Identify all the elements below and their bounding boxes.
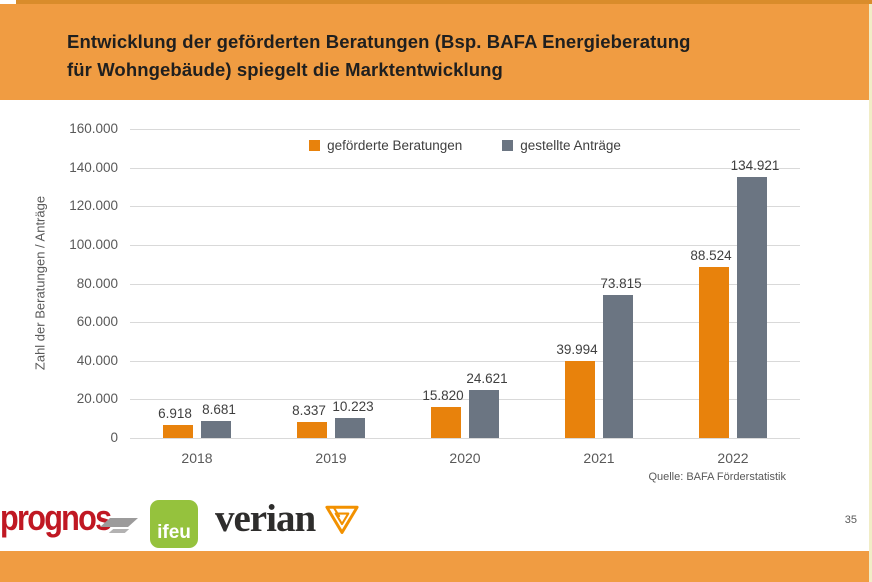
ifeu-logo-text: ifeu [157,522,191,543]
value-label-2022-series-0: 88.524 [690,248,732,263]
gridline-0 [130,438,800,439]
x-tick-label-2021: 2021 [583,450,615,466]
value-label-2019-series-0: 8.337 [292,403,326,418]
legend-label-gefoerderte-beratungen: geförderte Beratungen [327,138,463,153]
prognos-logo: prognos [0,497,138,538]
verian-triangle-icon [325,505,359,534]
y-tick-label-120.000: 120.000 [69,198,118,213]
page-number: 35 [844,514,857,526]
value-label-2020-series-1: 24.621 [466,371,508,386]
bar-2021-series-1 [603,295,633,438]
y-tick-label-0: 0 [110,430,118,445]
value-label-2021-series-0: 39.994 [556,342,598,357]
value-label-2018-series-0: 6.918 [158,406,192,421]
bar-2018-series-1 [201,421,231,438]
x-tick-label-2020: 2020 [449,450,481,466]
top-edge-strip [0,0,872,4]
right-edge-strip [869,4,872,582]
gridline-160.000 [130,129,800,130]
x-tick-label-2019: 2019 [315,450,347,466]
gridline-100.000 [130,245,800,246]
x-tick-label-2018: 2018 [181,450,213,466]
x-tick-label-2022: 2022 [717,450,749,466]
y-axis-title: Zahl der Beratungen / Anträge [32,195,48,371]
verian-logo-text: verian [215,497,316,540]
source-note: Quelle: BAFA Förderstatistik [648,471,786,483]
slide-footer: prognos ifeu verian [0,490,872,551]
ifeu-logo: ifeu [150,500,198,548]
bar-2021-series-0 [565,361,595,438]
bar-2022-series-1 [737,177,767,438]
bar-2020-series-1 [469,390,499,438]
bar-2020-series-0 [431,407,461,438]
y-tick-label-20.000: 20.000 [76,391,118,406]
y-tick-label-160.000: 160.000 [69,121,118,136]
bar-2018-series-0 [163,425,193,438]
gridline-40.000 [130,361,800,362]
value-label-2022-series-1: 134.921 [730,158,780,173]
legend-swatch-gray [502,140,514,151]
bar-2019-series-0 [297,422,327,438]
gridline-140.000 [130,168,800,169]
value-label-2018-series-1: 8.681 [202,402,236,417]
bar-2019-series-1 [335,418,365,438]
y-tick-label-40.000: 40.000 [76,353,118,368]
value-label-2021-series-1: 73.815 [600,276,642,291]
prognos-logo-text: prognos [0,497,112,538]
gridline-80.000 [130,284,800,285]
slide-header: Entwicklung der geförderten Beratungen (… [0,4,872,100]
bottom-accent-bar [0,551,872,582]
legend-label-gestellte-antraege: gestellte Anträge [520,138,621,153]
value-label-2019-series-1: 10.223 [332,399,374,414]
legend-item-gestellte-antraege: gestellte Anträge [502,138,621,153]
y-tick-label-100.000: 100.000 [69,237,118,252]
y-tick-label-60.000: 60.000 [76,314,118,329]
slide-title: Entwicklung der geförderten Beratungen (… [67,31,691,80]
gridline-120.000 [130,206,800,207]
y-tick-label-80.000: 80.000 [76,276,118,291]
y-tick-label-140.000: 140.000 [69,160,118,175]
top-edge-strip-inner [16,0,872,4]
bar-2022-series-0 [699,267,729,438]
gridline-20.000 [130,399,800,400]
prognos-swoosh-icon [100,516,139,534]
gridline-60.000 [130,322,800,323]
legend-item-gefoerderte-beratungen: geförderte Beratungen [309,138,462,153]
value-label-2020-series-0: 15.820 [422,388,464,403]
verian-logo: verian [215,496,363,542]
legend-swatch-orange [309,140,321,151]
bar-chart-plot-area: 2018 6.918 8.681 2019 8.337 10.223 2020 15.820 2… [130,129,800,466]
chart-legend: geförderte Beratungen gestellte Anträge [130,138,800,153]
y-axis-tick-labels: 0 20.000 40.000 60.000 80.000 100.000 120.000 1… [0,121,120,445]
